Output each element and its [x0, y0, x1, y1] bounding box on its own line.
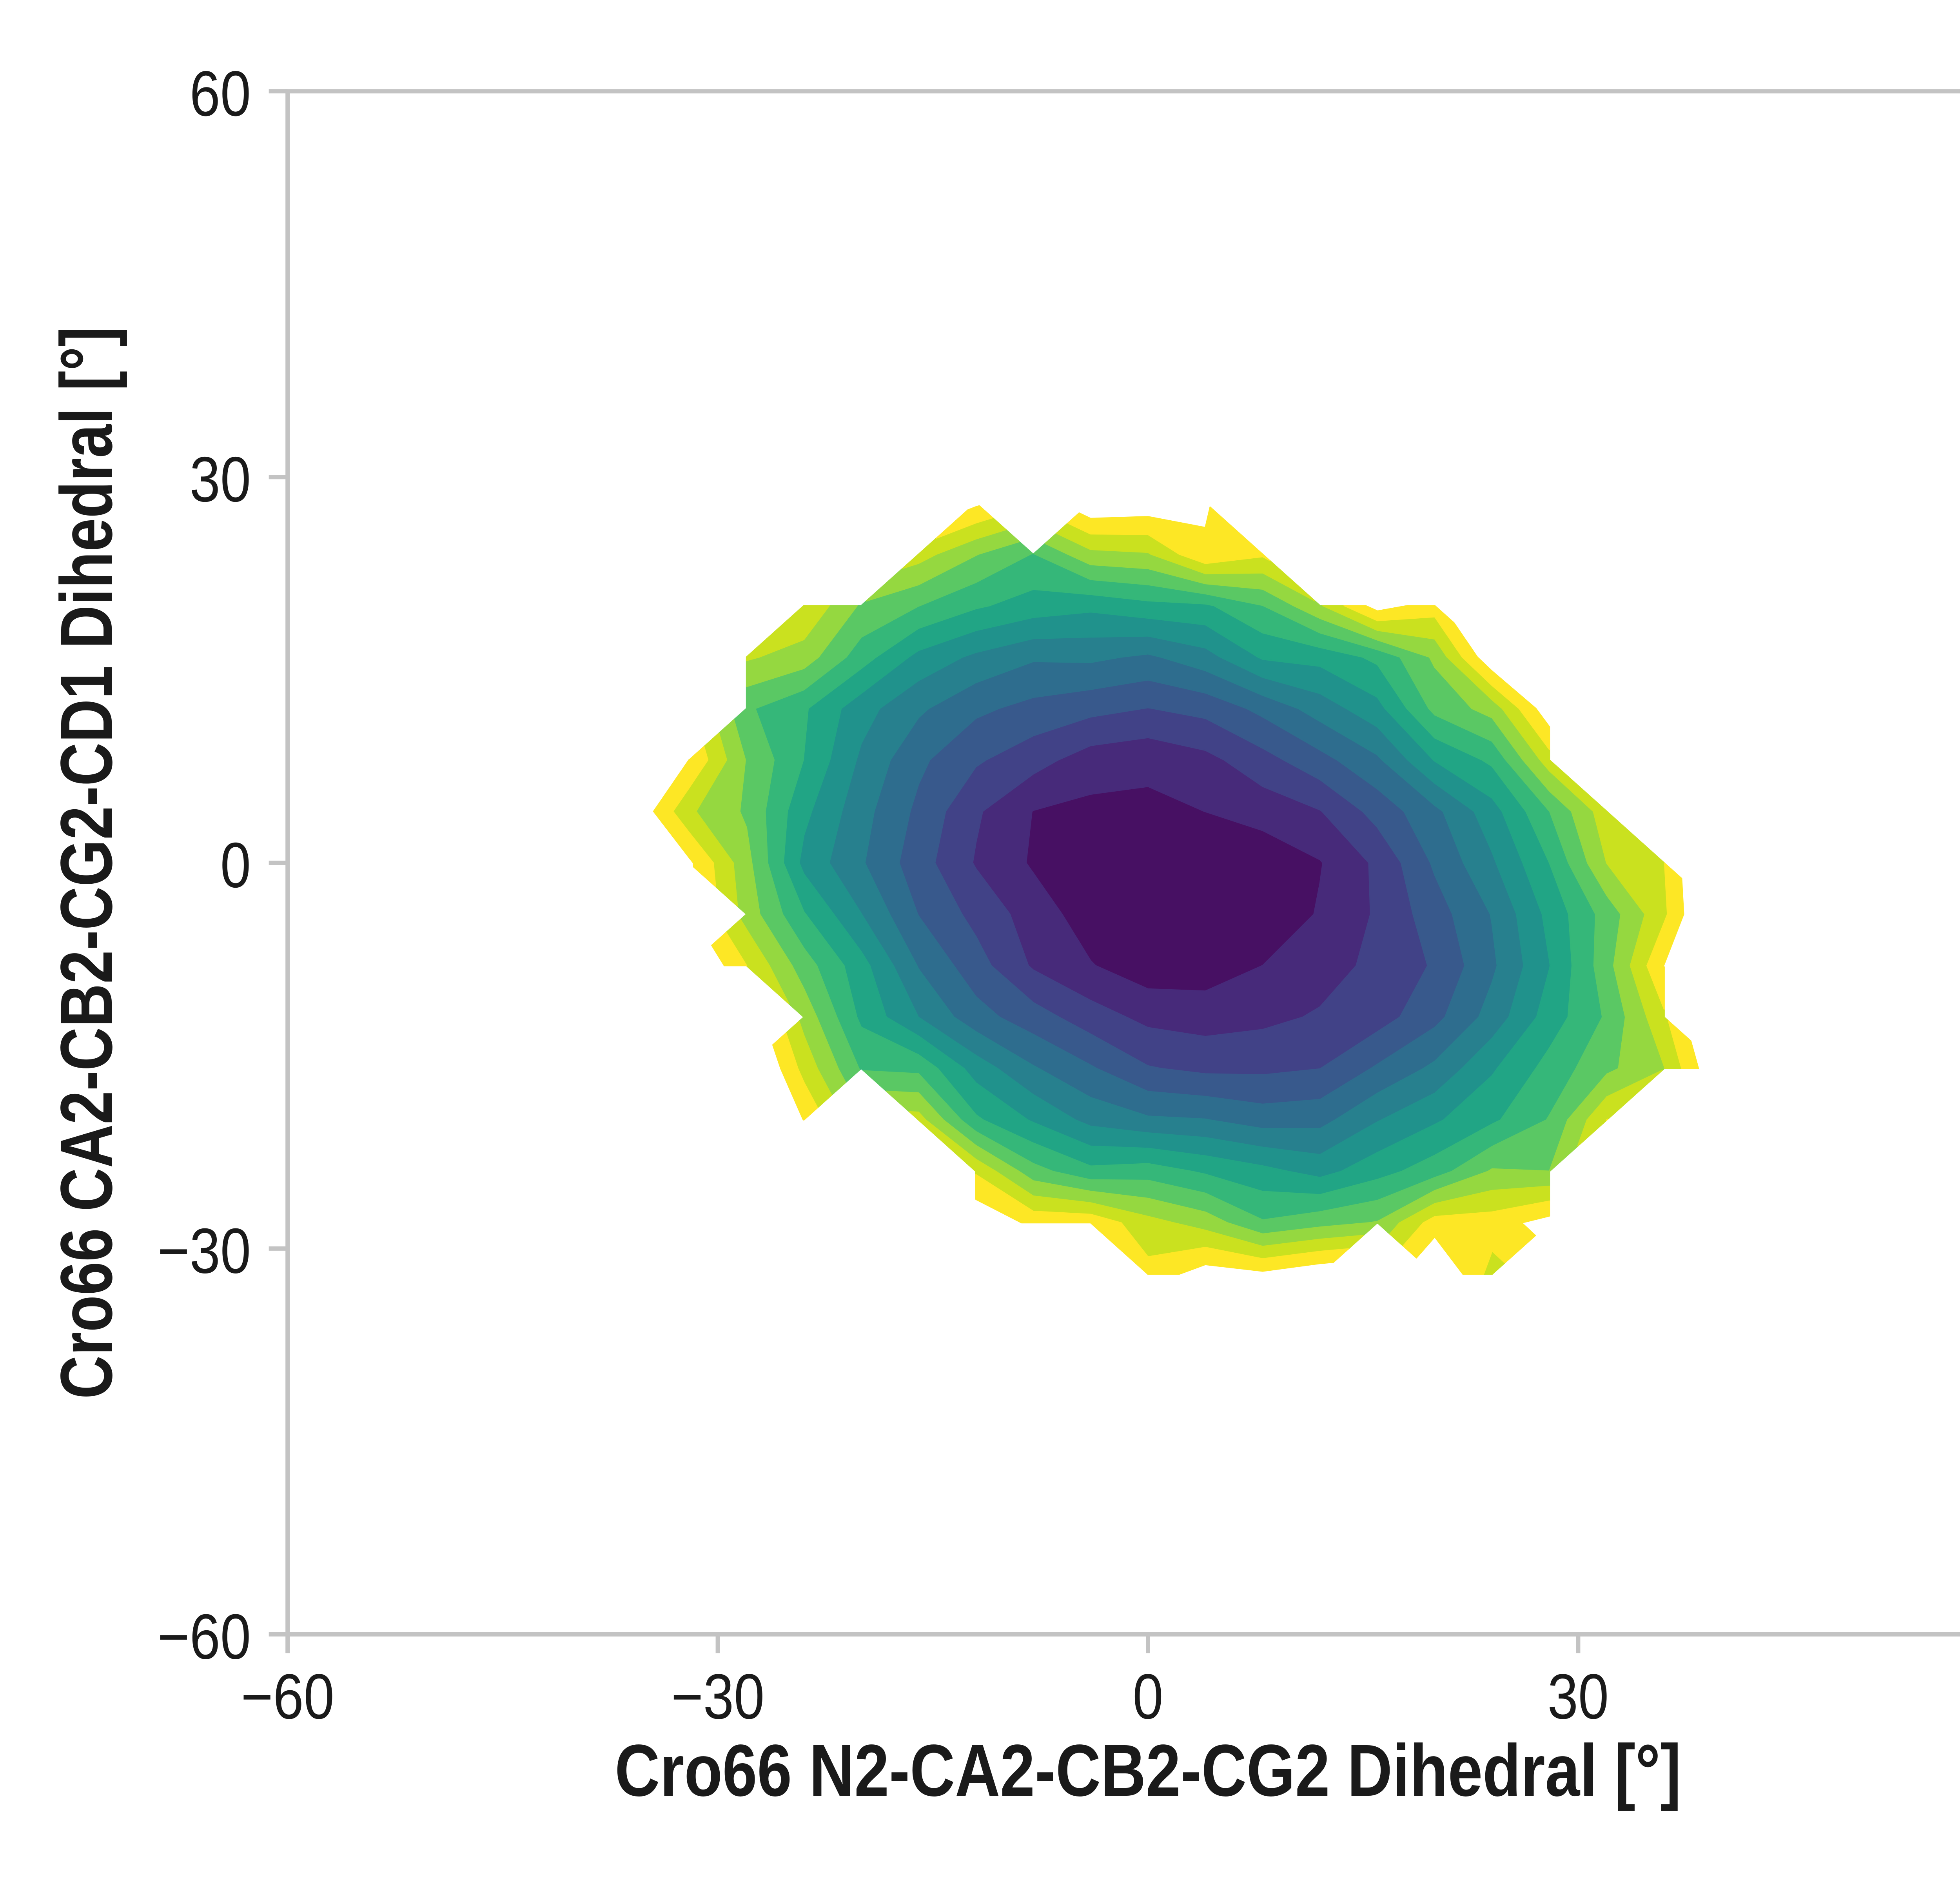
svg-text:Cro66 CA2-CB2-CG2-CD1 Dihedral: Cro66 CA2-CB2-CG2-CD1 Dihedral [°] [46, 327, 128, 1399]
svg-text:0: 0 [1132, 1661, 1163, 1732]
svg-text:−60: −60 [241, 1661, 334, 1732]
svg-text:30: 30 [1548, 1661, 1609, 1732]
svg-text:60: 60 [190, 58, 251, 129]
svg-text:−60: −60 [158, 1601, 251, 1673]
svg-text:30: 30 [190, 444, 251, 515]
svg-text:Cro66 N2-CA2-CB2-CG2 Dihedral: Cro66 N2-CA2-CB2-CG2 Dihedral [°] [615, 1729, 1681, 1811]
svg-text:−30: −30 [158, 1215, 251, 1287]
svg-text:0: 0 [220, 830, 251, 901]
svg-text:−30: −30 [671, 1661, 764, 1732]
